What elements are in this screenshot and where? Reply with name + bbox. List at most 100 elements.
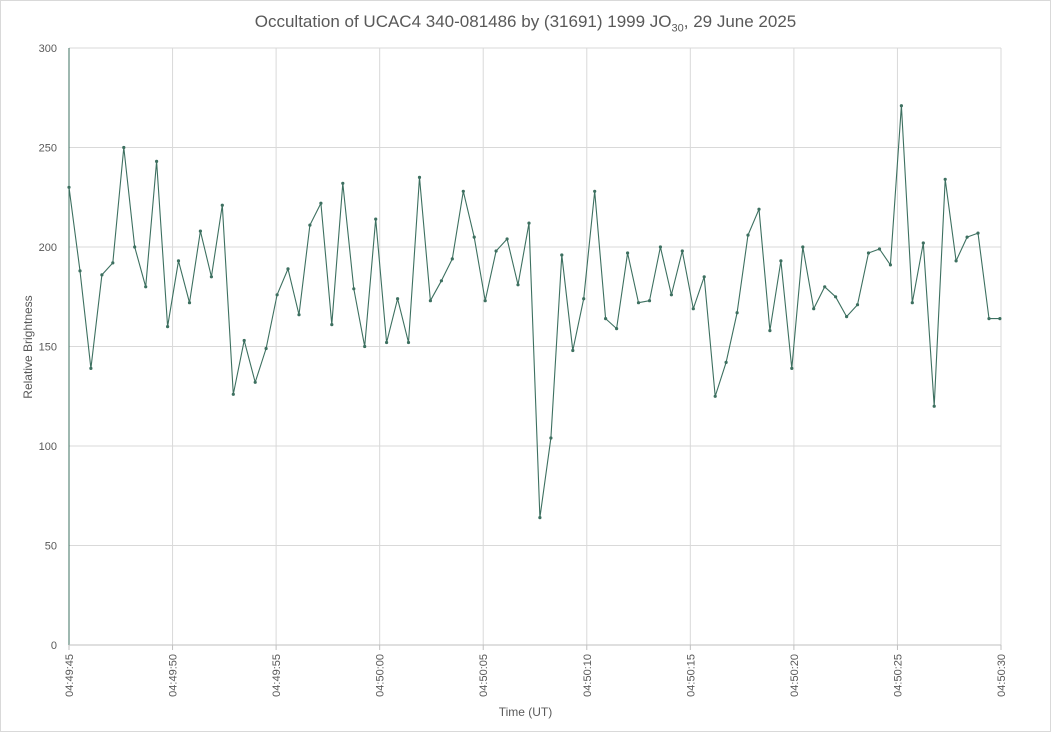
data-point [790, 366, 794, 370]
data-point [308, 223, 312, 227]
data-point [450, 257, 454, 261]
chart-title-suffix: , 29 June 2025 [683, 12, 797, 31]
data-point [647, 299, 652, 303]
data-point [286, 267, 290, 271]
data-point [921, 241, 925, 245]
data-point [669, 293, 674, 297]
data-point [855, 303, 860, 307]
data-point [220, 203, 224, 207]
x-tick-label: 04:50:05 [478, 654, 490, 697]
data-point [801, 245, 805, 249]
data-point [866, 251, 871, 255]
data-point [352, 287, 356, 291]
y-tick-label: 200 [39, 242, 57, 254]
data-point [385, 340, 389, 345]
data-point [615, 327, 619, 331]
data-point [494, 249, 498, 253]
data-point [78, 269, 82, 273]
data-point [374, 217, 378, 221]
data-point [735, 311, 739, 315]
data-point [593, 189, 597, 193]
data-point [845, 315, 849, 319]
data-point [209, 275, 213, 279]
data-point [626, 251, 630, 255]
data-point [768, 329, 772, 333]
y-tick-labels: 0 50 100 150 200 250 300 [39, 43, 57, 652]
y-tick-label: 100 [39, 441, 57, 453]
data-point [965, 235, 969, 239]
y-tick-label: 0 [51, 640, 57, 652]
x-tick-label: 04:50:15 [685, 654, 697, 697]
data-point [428, 299, 432, 303]
data-point [516, 283, 520, 287]
x-tick-label: 04:50:10 [582, 654, 594, 697]
data-point [713, 394, 717, 398]
data-point [702, 275, 706, 279]
data-point [877, 247, 882, 251]
data-point [144, 285, 148, 289]
data-point [187, 301, 192, 305]
data-point [538, 516, 542, 520]
data-point [122, 145, 126, 150]
data-point [998, 317, 1002, 321]
data-point [472, 235, 476, 239]
x-tick-label: 04:50:25 [892, 654, 904, 697]
y-tick-label: 150 [39, 342, 57, 354]
data-point [812, 307, 816, 311]
data-point [100, 273, 104, 277]
x-tick-label: 04:50:20 [789, 654, 801, 697]
data-point [658, 245, 663, 249]
x-axis-label: Time (UT) [498, 705, 553, 719]
data-point [275, 293, 279, 297]
chart-title: Occultation of UCAC4 340-081486 by (3169… [0, 12, 1051, 34]
data-point [406, 340, 411, 345]
grid-lines [69, 47, 1002, 645]
data-point [155, 159, 159, 163]
data-point [330, 323, 334, 327]
data-point [691, 307, 695, 311]
data-point [571, 348, 575, 353]
data-point [527, 221, 531, 225]
data-point [396, 297, 400, 301]
data-point [111, 261, 115, 265]
chart-title-main: Occultation of UCAC4 340-081486 by (3169… [254, 12, 672, 31]
x-tick-labels: 04:49:45 04:49:50 04:49:55 04:50:00 04:50:05… [64, 654, 1008, 697]
data-point [417, 175, 422, 179]
data-point [746, 233, 750, 237]
data-point [987, 317, 991, 321]
data-point [253, 380, 257, 384]
data-point [582, 297, 586, 301]
data-point [341, 181, 345, 185]
data-point [899, 104, 904, 108]
data-point [89, 366, 93, 370]
data-point [176, 259, 181, 263]
data-point [439, 279, 443, 283]
data-point [461, 189, 465, 193]
data-point [779, 259, 783, 263]
data-point [319, 201, 323, 205]
x-tick-label: 04:50:00 [375, 654, 387, 697]
data-point [297, 313, 301, 317]
data-point [67, 185, 71, 189]
data-point [363, 344, 367, 349]
data-point [242, 338, 246, 343]
data-point [910, 301, 914, 305]
data-point [680, 249, 684, 253]
series-line [68, 105, 1000, 519]
axes [68, 48, 1002, 650]
x-tick-label: 04:49:45 [64, 654, 76, 697]
data-point [549, 436, 553, 440]
data-point [834, 295, 838, 299]
chart-title-subscript: 30 [671, 22, 684, 35]
data-point [636, 301, 641, 305]
data-point [483, 299, 487, 303]
data-point [560, 253, 564, 257]
brightness-series [67, 104, 1002, 520]
data-point [264, 346, 268, 351]
x-tick-label: 04:50:30 [996, 654, 1008, 697]
x-tick-label: 04:49:50 [168, 654, 180, 697]
data-point [133, 245, 137, 249]
data-point [888, 263, 893, 267]
